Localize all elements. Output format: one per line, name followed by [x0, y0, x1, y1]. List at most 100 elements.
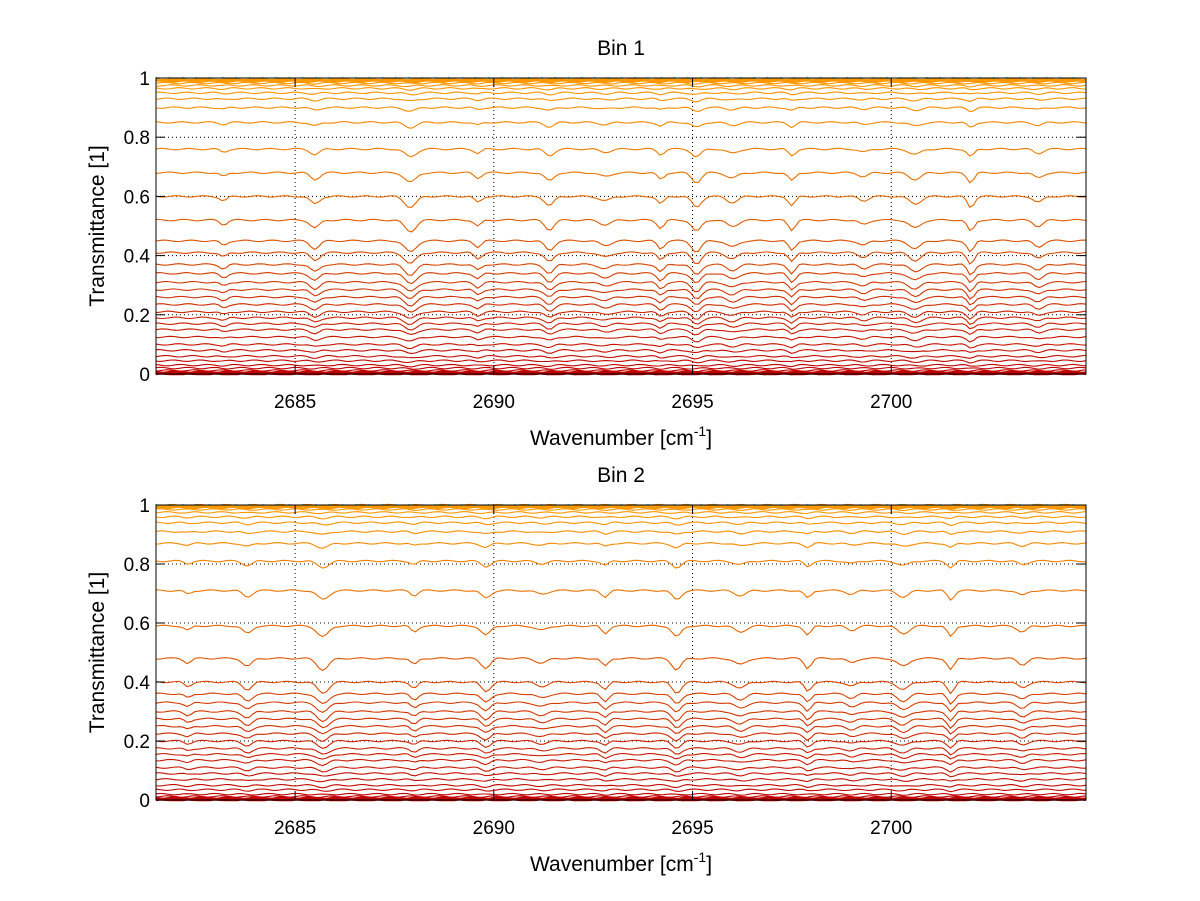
panel1-series-line [155, 370, 1087, 375]
panel1-x-tick-label: 2690 [473, 392, 515, 413]
panel1-series-line [155, 322, 1087, 331]
panel2-series-line [155, 692, 1087, 706]
panel1-series-line [155, 363, 1087, 368]
panel2-series-line [155, 758, 1087, 767]
panel2-x-axis-label: Wavenumber [cm-1] [530, 849, 712, 876]
panel1-series-line [155, 354, 1087, 360]
panel1-x-axis-label: Wavenumber [cm-1] [530, 423, 712, 450]
panel1-axes-box [155, 77, 1087, 375]
panel1-series-line [155, 272, 1087, 285]
panel1-series-line [155, 121, 1087, 129]
panel1-series-group [155, 76, 1087, 376]
panel2-series-line [155, 624, 1086, 638]
panel1-y-tick-label: 0.2 [124, 306, 150, 327]
panel2-series-line [155, 710, 1087, 723]
panel2-x-axis-label-sup: -1 [694, 849, 707, 865]
panel1-series-line [155, 195, 1087, 209]
panel2-plot-area [156, 505, 1086, 800]
panel2-x-tick-label: 2700 [870, 818, 912, 839]
panel2-series-line [155, 796, 1087, 801]
panel2-series-line [155, 680, 1087, 695]
panel1-series-line [155, 366, 1087, 370]
panel1-series-line [155, 81, 1087, 85]
panel2-series-line [155, 795, 1087, 798]
panel2-y-tick-label: 0.4 [124, 673, 151, 694]
panel2-series-line [155, 732, 1087, 742]
panel1-series-line [155, 239, 1087, 253]
panel2-series-line [155, 747, 1087, 756]
panel2-series-line [155, 788, 1087, 793]
panel2-x-tick-label: 2685 [274, 818, 316, 839]
panel1-series-line [155, 84, 1087, 88]
panel2-x-tick-label: 2690 [473, 818, 515, 839]
panel1-series-line [155, 280, 1087, 293]
panel1-series-line [155, 147, 1087, 158]
panel1-x-tick-label: 2695 [671, 392, 713, 413]
panel2-series-line [155, 783, 1087, 789]
panel1-series-line [155, 87, 1087, 91]
panel2-series-line [155, 792, 1087, 796]
panel1-x-tick-label: 2700 [870, 392, 912, 413]
panel1-series-line [156, 251, 1087, 265]
panel2-series-line [155, 778, 1087, 783]
panel1-series-line [155, 359, 1087, 364]
panel2-title: Bin 2 [597, 464, 645, 487]
panel2-axes-box [155, 504, 1087, 801]
panel1-series-line [155, 295, 1087, 307]
panel1-series-line [155, 328, 1087, 336]
panel2-y-tick-label: 0 [139, 791, 150, 812]
panel1-x-axis-label-suffix: ] [706, 427, 712, 450]
panel2-x-tick-label: 2695 [671, 818, 713, 839]
panel2-x-axis-label-suffix: ] [706, 853, 712, 876]
panel1-series-line [155, 343, 1087, 349]
panel1-series-line [155, 218, 1087, 233]
panel2-y-tick-label: 1 [139, 496, 150, 517]
panel1-series-line [155, 335, 1087, 343]
panel1-series-line [155, 303, 1087, 313]
panel2: 2685 2690 2695 2700 0 0.2 0.4 0.6 0.8 1 Bin 2 Waven… [86, 464, 1087, 876]
panel2-y-axis-label: Transmittance [1] [86, 572, 109, 733]
panel1-series-line [155, 369, 1087, 373]
panel1-y-axis-label: Transmittance [1] [86, 145, 109, 306]
panel1-y-tick-label: 0.8 [124, 128, 150, 149]
panel1-y-tick-label: 0.6 [124, 187, 150, 208]
panel1-x-tick-label: 2685 [274, 392, 316, 413]
panel1-title: Bin 1 [597, 37, 645, 60]
panel1-series-line [155, 316, 1087, 326]
panel2-series-line [155, 542, 1087, 549]
panel1-series-line [155, 310, 1087, 320]
panel2-series-line [155, 724, 1087, 735]
panel2-series-line [155, 530, 1087, 536]
panel1-series-line [155, 106, 1087, 113]
panel1-series-line [155, 97, 1087, 103]
panel2-series-line [155, 521, 1087, 527]
panel2-series-line [155, 559, 1087, 569]
panel1-y-tick-label: 0 [139, 365, 150, 386]
panel1-y-tick-label: 0.4 [124, 247, 151, 268]
panel1-series-line [155, 263, 1087, 276]
panel2-series-line [155, 766, 1086, 773]
panel1-series-line [155, 91, 1087, 96]
panel2-series-line [155, 511, 1087, 515]
panel2-series-line [155, 701, 1087, 714]
panel2-series-line [155, 739, 1087, 749]
panel2-series-group [155, 503, 1087, 802]
panel2-series-line [155, 752, 1087, 760]
panel1-y-tick-label: 1 [139, 69, 150, 90]
panel1-x-axis-label-sup: -1 [694, 423, 707, 439]
panel2-y-tick-label: 0.2 [124, 732, 150, 753]
panel2-series-line [155, 515, 1087, 520]
panel2-y-tick-label: 0.6 [124, 614, 150, 635]
panel2-series-line [155, 717, 1087, 730]
panel2-x-axis-label-text: Wavenumber [cm [530, 853, 694, 876]
panel1-x-axis-label-text: Wavenumber [cm [530, 427, 694, 450]
panel1-series-line [155, 349, 1087, 355]
panel2-series-line [156, 657, 1087, 672]
panel1: 2685 2690 2695 2700 0 0.2 0.4 0.6 0.8 1 Bin 1 Waven… [86, 37, 1087, 450]
panel2-y-tick-label: 0.8 [124, 555, 150, 576]
panel1-series-line [155, 171, 1087, 184]
panel2-series-line [156, 772, 1087, 778]
panel1-series-line [155, 77, 1087, 82]
panel1-series-line [155, 288, 1087, 300]
